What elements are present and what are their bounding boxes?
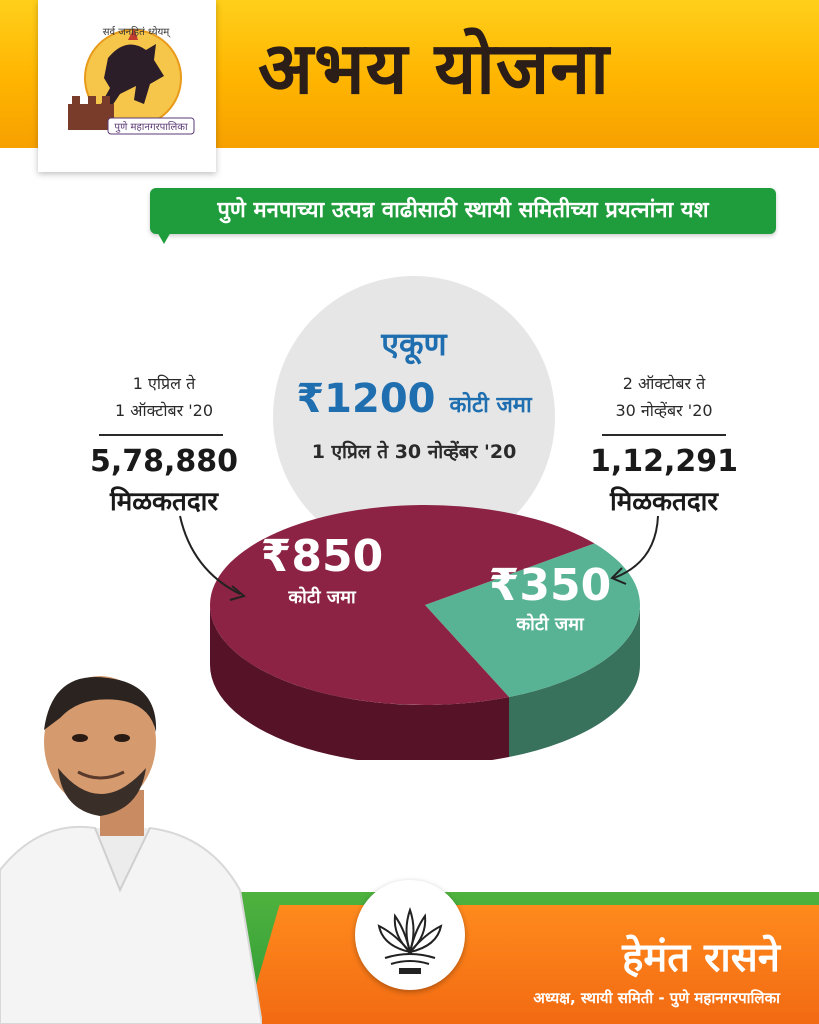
footer-orange-band <box>245 905 819 1024</box>
right-unit: मिळकतदार <box>609 487 718 517</box>
logo-caption: पुणे महानगरपालिका <box>114 121 188 133</box>
right-period-line1: 2 ऑक्टोबर ते <box>622 374 706 393</box>
left-period-line1: 1 एप्रिल ते <box>132 374 196 393</box>
left-arrow-icon <box>179 515 247 601</box>
total-heading: एकूण <box>381 325 447 363</box>
person-photo <box>0 676 262 1024</box>
lotus-icon <box>377 906 443 974</box>
ribbon-text: पुणे मनपाच्या उत्पन्न वाढीसाठी स्थायी सम… <box>217 198 709 223</box>
left-period-line2: 1 ऑक्टोबर '20 <box>114 401 214 420</box>
page-title: अभय योजना <box>258 26 610 110</box>
right-divider <box>602 434 726 436</box>
slice-large-sub: कोटी जमा <box>288 587 356 608</box>
person-name: हेमंत रासने <box>622 935 780 981</box>
pie-slice-1 <box>425 543 640 698</box>
right-arrow-icon <box>610 515 659 585</box>
slice-small-amount: ₹350 <box>488 560 612 611</box>
party-logo <box>355 880 465 990</box>
right-period-line2: 30 नोव्हेंबर '20 <box>615 401 713 420</box>
person-role: अध्यक्ष, स्थायी समिती - पुणे महानगरपालिक… <box>533 989 780 1007</box>
ribbon-tail <box>156 230 172 244</box>
pie-chart <box>209 505 640 760</box>
right-count: 1,12,291 <box>589 444 739 479</box>
slice-large-amount: ₹850 <box>260 531 384 582</box>
total-amount: ₹1200 <box>296 376 436 422</box>
left-count: 5,78,880 <box>89 444 239 479</box>
subtitle-ribbon <box>150 188 776 234</box>
total-amount-line: ₹1200 कोटी जमा <box>273 376 555 422</box>
left-divider <box>99 434 223 436</box>
total-period: 1 एप्रिल ते 30 नोव्हेंबर '20 <box>311 441 517 463</box>
logo-motto: सर्व जनहितं ध्येयम् <box>103 26 172 38</box>
slice-small-sub: कोटी जमा <box>516 614 584 635</box>
left-unit: मिळकतदार <box>109 487 218 517</box>
pie-side-0 <box>210 605 510 760</box>
total-amount-suffix: कोटी जमा <box>449 393 532 418</box>
pmc-emblem-icon: सर्व जनहितं ध्येयम् पुणे महानगरपालिका <box>68 26 195 135</box>
pmc-logo: सर्व जनहितं ध्येयम् पुणे महानगरपालिका <box>38 0 216 172</box>
pie-side-1 <box>509 605 640 758</box>
pie-slice-0 <box>209 505 595 705</box>
